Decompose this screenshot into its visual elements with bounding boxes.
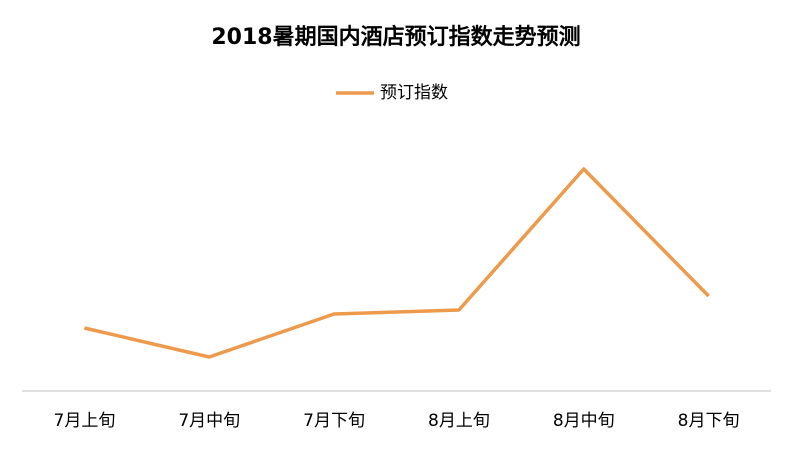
x-tick-label: 8月中旬 xyxy=(553,411,615,431)
x-tick-label: 7月中旬 xyxy=(178,411,240,431)
x-tick-label: 7月下旬 xyxy=(303,411,365,431)
chart-title: 2018暑期国内酒店预订指数走势预测 xyxy=(211,24,580,50)
x-tick-label: 7月上旬 xyxy=(54,411,116,431)
x-tick-label: 8月下旬 xyxy=(678,411,740,431)
legend-label: 预订指数 xyxy=(380,83,448,103)
data-line xyxy=(84,167,710,359)
x-tick-label: 8月上旬 xyxy=(428,411,490,431)
